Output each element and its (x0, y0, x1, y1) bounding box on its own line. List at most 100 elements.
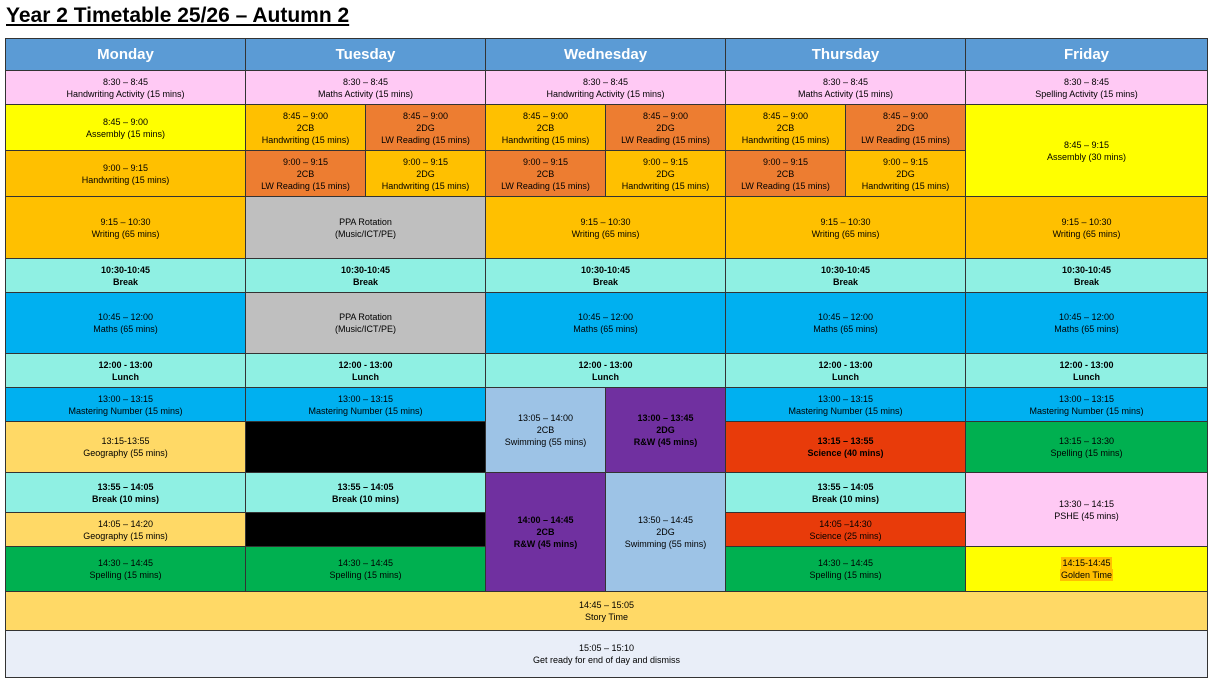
lesson-cell: 9:15 – 10:30 Writing (65 mins) (485, 196, 726, 259)
cell-line: 14:15-14:45 (1061, 557, 1112, 569)
cell-line: Break (352, 276, 379, 287)
cell-line: 10:45 – 12:00 (1058, 312, 1115, 322)
cell-line: Science (25 mins) (809, 530, 882, 541)
cell-line: 8:45 – 9:00 (882, 110, 929, 121)
cell-line: 10:30-10:45 (820, 264, 871, 275)
cell-line: 8:45 – 9:00 (642, 110, 689, 121)
cell-line: Lunch (592, 371, 619, 382)
lesson-cell: 8:45 – 9:00 2DG LW Reading (15 mins) (844, 104, 967, 151)
cell-line: 2DG (896, 168, 915, 179)
cell-line: 8:45 – 9:00 (102, 116, 149, 127)
cell-line: Break (112, 276, 139, 287)
lesson-cell: 13:15-13:55 Geography (55 mins) (5, 421, 246, 473)
cell-line: Science (40 mins) (807, 448, 884, 458)
lesson-cell: 8:45 – 9:00 2CB Handwriting (15 mins) (485, 104, 606, 151)
cell-line: Swimming (55 mins) (624, 539, 707, 549)
lesson-cell: 8:30 – 8:45 Handwriting Activity (15 mins… (485, 70, 726, 105)
cell-line: 13:00 – 13:15 (97, 393, 154, 404)
cell-line: 8:30 – 8:45 (342, 76, 389, 87)
cell-line: 13:00 – 13:45 (637, 413, 694, 423)
lesson-cell: 8:30 – 8:45 Spelling Activity (15 mins) (965, 70, 1209, 105)
lesson-cell: 14:30 – 14:45 Spelling (15 mins) (724, 546, 967, 592)
cell-line: Lunch (1073, 371, 1101, 382)
cell-line: Handwriting Activity (15 mins) (66, 88, 185, 99)
cell-line: 10:30-10:45 (1061, 264, 1112, 275)
cell-line: Maths (65 mins) (93, 324, 158, 334)
cell-line: 9:00 – 9:15 (102, 162, 149, 173)
cell-line: LW Reading (15 mins) (621, 134, 710, 145)
cell-line: Spelling (15 mins) (1050, 448, 1123, 458)
lesson-cell: 13:55 – 14:05 Break (10 mins) (724, 472, 967, 513)
cell-line: 13:00 – 13:15 (337, 393, 394, 404)
cell-line: Handwriting (15 mins) (381, 180, 470, 191)
lesson-cell: 10:30-10:45 Break (485, 258, 726, 293)
cell-line: 13:00 – 13:15 (1058, 393, 1115, 404)
lesson-cell: 10:45 – 12:00 Maths (65 mins) (724, 292, 967, 354)
cell-line: 8:45 – 9:00 (282, 110, 329, 121)
lesson-cell: 9:15 – 10:30 Writing (65 mins) (965, 196, 1209, 259)
cell-line: Writing (65 mins) (571, 228, 640, 239)
cell-line: Spelling (15 mins) (89, 570, 162, 580)
cell-line: 10:30-10:45 (100, 264, 151, 275)
cell-line: 2CB (536, 527, 555, 537)
cell-line: 13:15 – 13:55 (817, 436, 874, 446)
cell-line: Assembly (30 mins) (1047, 151, 1127, 162)
cell-line: 8:45 – 9:00 (402, 110, 449, 121)
cell-line: (Music/ICT/PE) (334, 228, 396, 239)
cell-line: 13:15 – 13:30 (1058, 436, 1115, 446)
cell-line: Break (10 mins) (811, 493, 880, 504)
cell-line: Handwriting (15 mins) (621, 180, 710, 191)
lesson-cell: 10:45 – 12:00 Maths (65 mins) (5, 292, 246, 354)
cell-line: Mastering Number (15 mins) (788, 405, 903, 416)
cell-line: 2CB (536, 168, 555, 179)
cell-line: 13:15 – 13:55 (337, 436, 394, 446)
cell-line: Handwriting (15 mins) (741, 134, 830, 145)
cell-line: 10:30-10:45 (580, 264, 631, 275)
lesson-cell: 12:00 - 13:00 Lunch (965, 353, 1209, 388)
cell-line: Lunch (352, 371, 379, 382)
day-header-tuesday: Tuesday (245, 38, 486, 71)
lesson-cell: 9:00 – 9:15 2DG Handwriting (15 mins) (844, 150, 967, 197)
lesson-cell: 14:30 – 14:45 Spelling (15 mins) (245, 546, 486, 592)
lesson-cell: 9:00 – 9:15 2CB LW Reading (15 mins) (485, 150, 606, 197)
lesson-cell: 8:45 – 9:00 2CB Handwriting (15 mins) (725, 104, 846, 151)
cell-line: Maths (65 mins) (573, 324, 638, 334)
cell-line: 12:00 - 13:00 (578, 359, 633, 370)
cell-line: Break (10 mins) (91, 493, 160, 504)
cell-line: R&W (45 mins) (633, 437, 698, 447)
cell-line: Handwriting (15 mins) (501, 134, 590, 145)
lesson-cell: 8:45 – 9:15 Assembly (30 mins) (965, 104, 1209, 197)
cell-line: Maths Activity (15 mins) (317, 88, 414, 99)
cell-line: Get ready for end of day and dismiss (532, 655, 681, 665)
cell-line: 2CB (296, 122, 315, 133)
cell-line: Mastering Number (15 mins) (1029, 405, 1144, 416)
lesson-cell: 13:00 – 13:15 Mastering Number (15 mins) (245, 387, 486, 422)
cell-line: 9:15 – 10:30 (1061, 216, 1112, 227)
day-header-friday: Friday (965, 38, 1209, 71)
timetable: Monday Tuesday Wednesday Thursday Friday… (4, 38, 1209, 678)
lesson-cell: 8:45 – 9:00 2DG LW Reading (15 mins) (365, 104, 486, 151)
lesson-cell: 9:15 – 10:30 Writing (65 mins) (724, 196, 967, 259)
lesson-cell: 9:00 – 9:15 2DG Handwriting (15 mins) (365, 150, 486, 197)
cell-line: Mastering Number (15 mins) (308, 405, 423, 416)
cell-line: PPA Rotation (339, 216, 392, 227)
lesson-cell: 14:00 – 14:45 2CB R&W (45 mins) (485, 472, 606, 592)
cell-line: Writing (65 mins) (811, 228, 880, 239)
cell-line: 13:30 – 14:15 (1058, 498, 1115, 509)
lesson-cell: 8:30 – 8:45 Handwriting Activity (15 mins… (5, 70, 246, 105)
lesson-cell: 8:45 – 9:00 Assembly (15 mins) (5, 104, 246, 151)
cell-line: 14:30 – 14:45 (97, 558, 154, 568)
cell-line: Art (15 mins) (337, 530, 393, 541)
lesson-cell: 12:00 - 13:00 Lunch (5, 353, 246, 388)
cell-line: Handwriting (15 mins) (81, 174, 170, 185)
header-row: Monday Tuesday Wednesday Thursday Friday (5, 38, 1209, 71)
day-header-thursday: Thursday (724, 38, 967, 71)
lesson-cell: 14:05 –14:30 Science (25 mins) (724, 512, 967, 547)
lesson-cell: 10:45 – 12:00 Maths (65 mins) (485, 292, 726, 354)
lesson-cell: 9:00 – 9:15 2CB LW Reading (15 mins) (725, 150, 846, 197)
lesson-cell: 12:00 - 13:00 Lunch (245, 353, 486, 388)
cell-line: Story Time (585, 612, 629, 622)
cell-line: 15:05 – 15:10 (578, 643, 635, 653)
lesson-cell: 13:00 – 13:15 Mastering Number (15 mins) (724, 387, 967, 422)
cell-line: PPA Rotation (339, 312, 392, 322)
